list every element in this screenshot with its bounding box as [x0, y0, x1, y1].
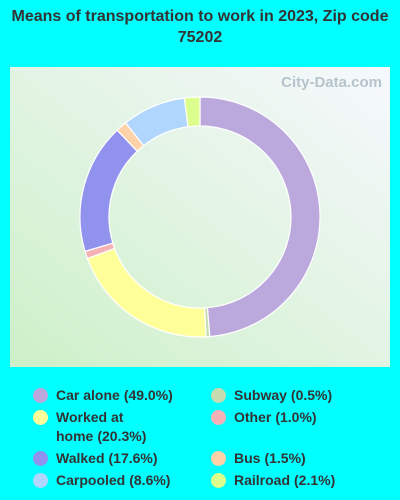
legend-label: Walked: [56, 450, 105, 466]
donut-slice: [183, 96, 201, 128]
legend-value: (1.5%): [264, 450, 306, 466]
legend-swatch: [33, 451, 48, 466]
legend-value: (17.6%): [108, 450, 158, 466]
donut-slice: [199, 96, 321, 338]
legend-text: Car alone (49.0%): [56, 386, 196, 405]
legend-label: Other: [234, 409, 272, 425]
legend-value: (8.6%): [129, 472, 171, 488]
legend-value: (1.0%): [275, 409, 317, 425]
legend-text: Subway (0.5%): [234, 386, 374, 405]
legend-value: (2.1%): [294, 472, 336, 488]
legend-item: Other (1.0%): [211, 408, 381, 446]
legend-item: Walked (17.6%): [33, 449, 211, 468]
legend-text: Bus (1.5%): [234, 449, 374, 468]
legend-item: Subway (0.5%): [211, 386, 381, 405]
legend-item: Worked at home (20.3%): [33, 408, 211, 446]
legend-label: Carpooled: [56, 472, 126, 488]
chart: City-Data.com: [10, 67, 390, 367]
legend-swatch: [211, 410, 226, 425]
legend-swatch: [33, 410, 48, 425]
legend-label: Bus: [234, 450, 261, 466]
legend-label: Railroad: [234, 472, 291, 488]
legend-label: Worked at home: [56, 409, 124, 444]
legend: Car alone (49.0%) Subway (0.5%) Worked at ho…: [33, 386, 393, 490]
legend-item: Carpooled (8.6%): [33, 471, 211, 490]
legend-text: Railroad (2.1%): [234, 471, 374, 490]
legend-swatch: [211, 473, 226, 488]
legend-item: Railroad (2.1%): [211, 471, 381, 490]
legend-item: Bus (1.5%): [211, 449, 381, 468]
legend-value: (20.3%): [97, 428, 147, 444]
legend-text: Carpooled (8.6%): [56, 471, 196, 490]
legend-text: Walked (17.6%): [56, 449, 196, 468]
legend-swatch: [211, 388, 226, 403]
legend-value: (49.0%): [123, 387, 173, 403]
legend-swatch: [33, 388, 48, 403]
chart-title: Means of transportation to work in 2023,…: [11, 8, 389, 46]
legend-swatch: [211, 451, 226, 466]
legend-item: Car alone (49.0%): [33, 386, 211, 405]
legend-label: Car alone: [56, 387, 120, 403]
legend-text: Other (1.0%): [234, 408, 374, 427]
watermark: City-Data.com: [281, 74, 382, 91]
legend-text: Worked at home (20.3%): [56, 408, 196, 446]
legend-label: Subway: [234, 387, 287, 403]
legend-swatch: [33, 473, 48, 488]
legend-value: (0.5%): [290, 387, 333, 403]
